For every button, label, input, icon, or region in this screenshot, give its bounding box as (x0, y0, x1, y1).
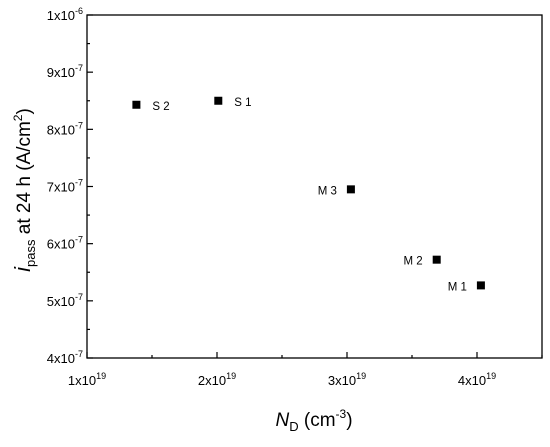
y-tick-label: 9x10-7 (47, 63, 83, 80)
data-point-label: M 3 (318, 185, 337, 197)
x-axis-ticks: 1x1019 2x1019 3x1019 4x1019 (68, 352, 543, 388)
y-axis-title-var: i (10, 266, 35, 272)
y-tick-label: 4x10-7 (47, 349, 83, 366)
y-axis-ticks: 4x10-7 5x10-7 6x10-7 7x10-7 8x10-7 9x10-7 1x10… (47, 6, 93, 366)
y-tick-label: 5x10-7 (47, 292, 83, 309)
y-axis-title-exp: 2 (11, 114, 25, 121)
y-axis-title-text: at 24 h (A/cm (14, 121, 35, 239)
y-tick-label: 8x10-7 (47, 120, 83, 137)
y-tick-label: 1x10-6 (47, 6, 83, 23)
x-tick-label: 2x1019 (198, 371, 236, 388)
data-points: S 2 S 1 M 3 M 2 M 1 (132, 96, 485, 293)
data-point-marker (214, 96, 223, 105)
y-tick-label: 6x10-7 (47, 235, 83, 252)
x-axis-title: ND (cm-3) (275, 407, 352, 434)
x-axis-title-sub: D (289, 419, 298, 434)
data-point-marker (132, 100, 141, 109)
x-tick-label: 3x1019 (328, 371, 366, 388)
data-point-label: M 2 (404, 256, 423, 268)
data-point-label: M 1 (448, 281, 467, 293)
x-axis-title-var: N (275, 410, 289, 431)
x-axis-title-unit: (cm (299, 410, 336, 431)
y-axis-title-sub: pass (23, 239, 38, 267)
data-point-label: S 1 (234, 97, 251, 109)
data-point-marker (432, 255, 441, 264)
y-tick-label: 7x10-7 (47, 178, 83, 195)
plot-frame (86, 14, 543, 359)
data-point-marker (476, 281, 485, 290)
y-axis-title-close: ) (14, 108, 35, 114)
data-point-marker (346, 185, 355, 194)
y-axis-title: ipass at 24 h (A/cm2) (10, 108, 38, 272)
x-axis-title-unit-exp: -3 (336, 407, 347, 421)
x-tick-label: 1x1019 (68, 371, 106, 388)
x-tick-label: 4x1019 (458, 371, 496, 388)
data-point-label: S 2 (152, 101, 169, 113)
x-axis-title-unit-close: ) (346, 410, 352, 431)
